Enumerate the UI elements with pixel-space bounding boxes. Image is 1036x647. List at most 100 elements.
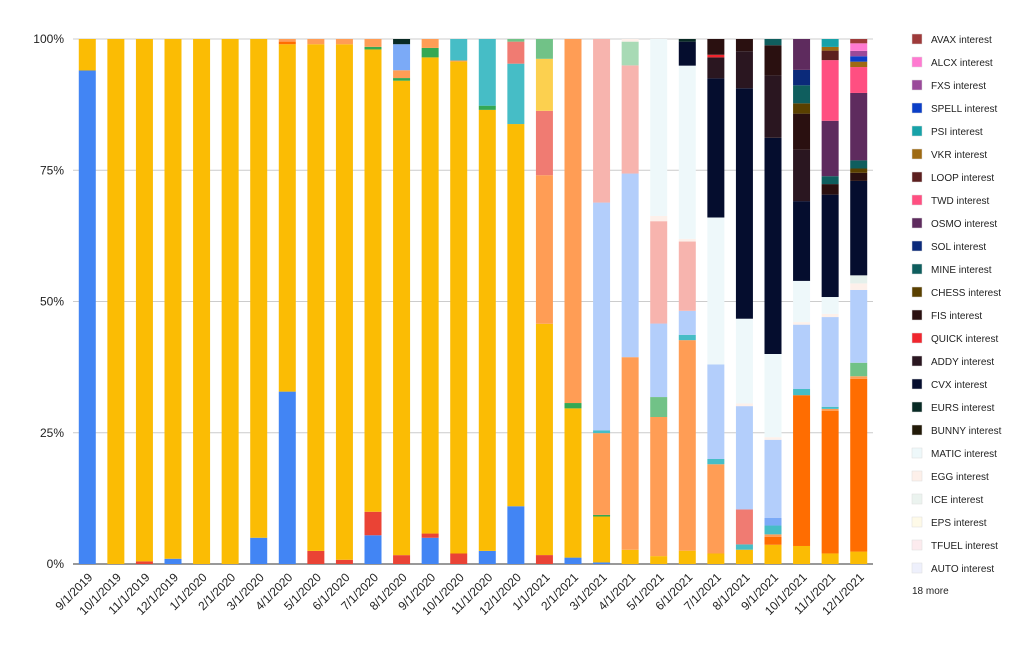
- bar-segment: [735, 544, 753, 550]
- bar-segment: [364, 39, 382, 47]
- bar-segment: [707, 553, 725, 564]
- bar-segment: [821, 176, 839, 185]
- bar-segment: [707, 54, 725, 58]
- bar-segment: [735, 39, 753, 52]
- bar-segment: [678, 238, 696, 242]
- bar-segment: [735, 509, 753, 545]
- bar-segment: [850, 275, 868, 284]
- bar-segment: [364, 511, 382, 536]
- legend-label: ICE interest: [931, 495, 983, 506]
- bar-segment: [821, 313, 839, 318]
- legend-swatch: [911, 562, 923, 574]
- bar-segment: [278, 391, 296, 564]
- bar-segment: [621, 39, 639, 42]
- bar-segment: [593, 562, 611, 564]
- bar-segment: [535, 555, 553, 564]
- bar-segment: [364, 46, 382, 50]
- bar-segment: [764, 525, 782, 535]
- legend-label: CHESS interest: [931, 288, 1001, 299]
- legend-label: TFUEL interest: [931, 541, 998, 552]
- bar-segment: [393, 555, 411, 564]
- bar-segment: [393, 44, 411, 71]
- legend-label: AUTO interest: [931, 564, 994, 575]
- bar-segment: [735, 88, 753, 319]
- legend-swatch: [911, 447, 923, 459]
- legend-swatch: [911, 286, 923, 298]
- bars: [78, 39, 868, 564]
- bar-segment: [335, 559, 353, 564]
- bar-segment: [507, 39, 525, 42]
- bar-segment: [478, 109, 496, 551]
- bar-segment: [678, 39, 696, 42]
- legend-label: SOL interest: [931, 242, 986, 253]
- bar-segment: [621, 41, 639, 66]
- bar-segment: [821, 408, 839, 411]
- legend-label: BUNNY interest: [931, 426, 1002, 437]
- bar-segment: [850, 56, 868, 62]
- bar-segment: [621, 173, 639, 358]
- bar-segment: [421, 537, 439, 564]
- y-tick-label: 75%: [40, 163, 64, 177]
- bar-segment: [564, 408, 582, 558]
- bar-segment: [678, 41, 696, 66]
- bar-segment: [421, 57, 439, 534]
- legend-label: ADDY interest: [931, 357, 994, 368]
- bar-segment: [850, 160, 868, 169]
- bar-segment: [78, 39, 96, 71]
- legend-swatch: [911, 378, 923, 390]
- bar-segment: [821, 120, 839, 177]
- bar-segment: [821, 184, 839, 195]
- bar-segment: [421, 533, 439, 538]
- bar-segment: [821, 194, 839, 298]
- legend-label: ALCX interest: [931, 58, 993, 69]
- legend-more-link[interactable]: 18 more: [912, 586, 949, 597]
- bar-segment: [307, 39, 325, 45]
- bar-segment: [735, 318, 753, 404]
- bar-segment: [593, 202, 611, 431]
- bar-segment: [707, 217, 725, 365]
- bar-segment: [764, 544, 782, 564]
- bar-segment: [764, 39, 782, 46]
- y-tick-label: 0%: [47, 557, 65, 571]
- legend: AVAX interest ALCX interest FXS interest SP…: [911, 33, 1002, 575]
- bar-segment: [678, 334, 696, 341]
- bar-segment: [821, 410, 839, 554]
- bar-segment: [793, 103, 811, 114]
- bar-segment: [707, 78, 725, 218]
- bar-segment: [650, 215, 668, 222]
- bar-segment: [821, 46, 839, 51]
- bar-segment: [593, 430, 611, 434]
- y-tick-label: 25%: [40, 426, 64, 440]
- legend-swatch: [911, 240, 923, 252]
- bar-segment: [850, 67, 868, 93]
- bar-segment: [764, 75, 782, 138]
- bar-segment: [450, 553, 468, 564]
- bar-segment: [478, 550, 496, 564]
- legend-swatch: [911, 171, 923, 183]
- bar-segment: [650, 556, 668, 564]
- bar-segment: [678, 310, 696, 335]
- bar-segment: [678, 241, 696, 311]
- bar-segment: [821, 317, 839, 407]
- legend-swatch: [911, 33, 923, 45]
- bar-segment: [593, 39, 611, 203]
- legend-swatch: [911, 194, 923, 206]
- bar-segment: [164, 558, 182, 564]
- bar-segment: [650, 323, 668, 398]
- bar-segment: [450, 60, 468, 62]
- bar-segment: [850, 61, 868, 68]
- bar-segment: [107, 39, 125, 564]
- legend-label: QUICK interest: [931, 334, 998, 345]
- bar-segment: [707, 459, 725, 465]
- bar-segment: [707, 364, 725, 459]
- bar-segment: [421, 47, 439, 58]
- bar-segment: [535, 175, 553, 324]
- bar-segment: [850, 551, 868, 564]
- bar-segment: [764, 439, 782, 518]
- bar-segment: [193, 39, 211, 564]
- legend-label: PSI interest: [931, 127, 983, 138]
- bar-segment: [793, 324, 811, 389]
- legend-swatch: [911, 79, 923, 91]
- bar-segment: [535, 58, 553, 111]
